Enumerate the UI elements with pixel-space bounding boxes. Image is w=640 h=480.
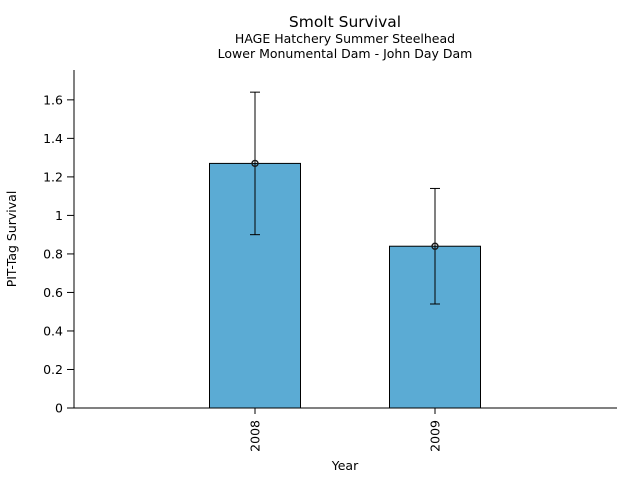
y-tick-label: 1.4 <box>43 131 63 146</box>
x-tick-label-2009: 2009 <box>428 420 443 452</box>
chart-subtitle-reach: Lower Monumental Dam - John Day Dam <box>218 46 473 61</box>
y-tick-label: 0 <box>55 401 63 416</box>
y-tick-label: 0.4 <box>43 323 63 338</box>
chart-subtitle-hatchery: HAGE Hatchery Summer Steelhead <box>235 31 455 46</box>
y-tick-label: 1.6 <box>43 92 63 107</box>
x-tick-label-2008: 2008 <box>248 420 263 452</box>
y-tick-label: 0.6 <box>43 285 63 300</box>
bars-group <box>209 162 481 409</box>
y-axis-label: PIT-Tag Survival <box>4 191 19 288</box>
y-axis-ticks: 0 0.2 0.4 0.6 0.8 1 1.2 1.4 1.6 <box>43 92 74 416</box>
y-tick-label: 1 <box>55 208 63 223</box>
chart-header: Smolt Survival HAGE Hatchery Summer Stee… <box>218 13 473 61</box>
point-marker-2008 <box>251 159 259 168</box>
y-tick-label: 0.2 <box>43 362 63 377</box>
y-tick-label: 0.8 <box>43 246 63 261</box>
x-axis-ticks: 2008 2009 <box>248 408 443 452</box>
point-marker-2009 <box>431 242 439 250</box>
x-axis-label: Year <box>331 458 359 473</box>
chart-title: Smolt Survival <box>289 13 401 31</box>
y-tick-label: 1.2 <box>43 169 63 184</box>
error-bars-group <box>250 91 440 305</box>
